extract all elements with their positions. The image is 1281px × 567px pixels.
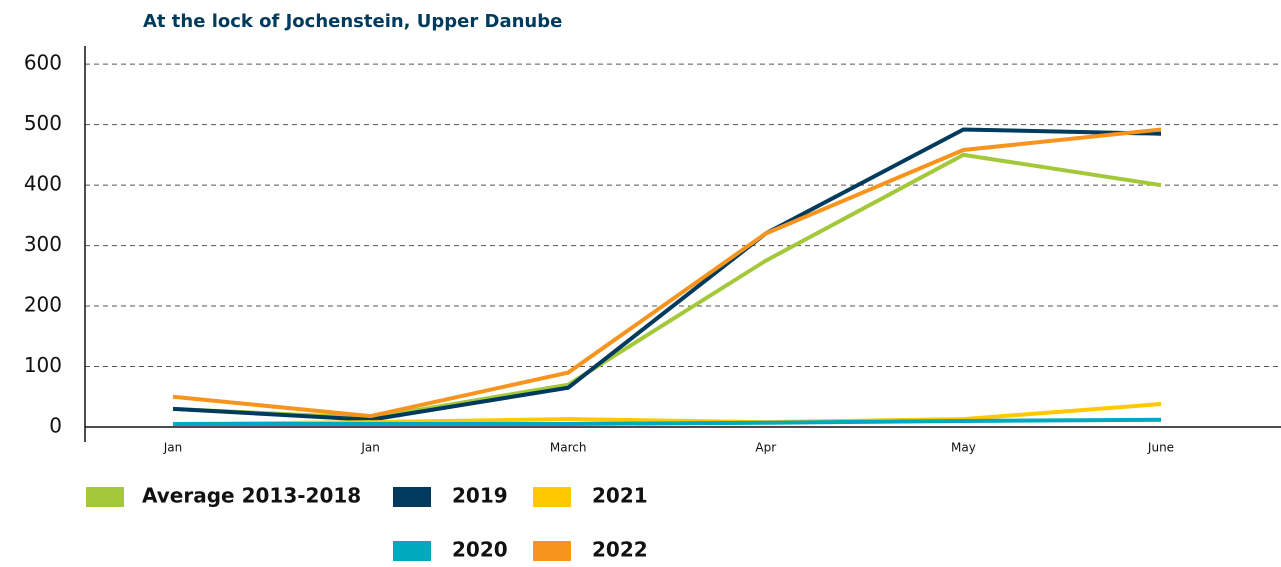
y-tick-label: 400 <box>24 172 62 196</box>
legend-label: 2022 <box>592 538 648 562</box>
x-tick-label: Apr <box>755 441 776 455</box>
x-tick-label: March <box>550 441 587 455</box>
line-series <box>172 152 1162 420</box>
x-tick-label: Jan <box>360 441 380 455</box>
line-series <box>172 127 1162 422</box>
chart-title: At the lock of Jochenstein, Upper Danube <box>143 11 562 32</box>
legend-swatch <box>533 541 571 561</box>
y-tick-label: 100 <box>24 353 62 377</box>
x-tick-label: Jan <box>163 441 183 455</box>
legend-label: 2019 <box>452 484 508 508</box>
legend-label: Average 2013-2018 <box>142 484 361 508</box>
y-tick-label: 600 <box>24 51 62 75</box>
legend-label: 2021 <box>592 484 648 508</box>
y-tick-label: 0 <box>49 414 62 438</box>
legend-swatch <box>393 487 431 507</box>
y-tick-label: 500 <box>24 111 62 135</box>
legend-swatch <box>393 541 431 561</box>
y-tick-label: 200 <box>24 293 62 317</box>
line-series <box>173 417 1162 426</box>
x-tick-label: June <box>1147 441 1174 455</box>
legend-label: 2020 <box>452 538 508 562</box>
line-series <box>172 127 1162 419</box>
legend-swatch <box>86 487 124 507</box>
x-tick-label: May <box>951 441 976 455</box>
legend-swatch <box>533 487 571 507</box>
y-tick-label: 300 <box>24 232 62 256</box>
